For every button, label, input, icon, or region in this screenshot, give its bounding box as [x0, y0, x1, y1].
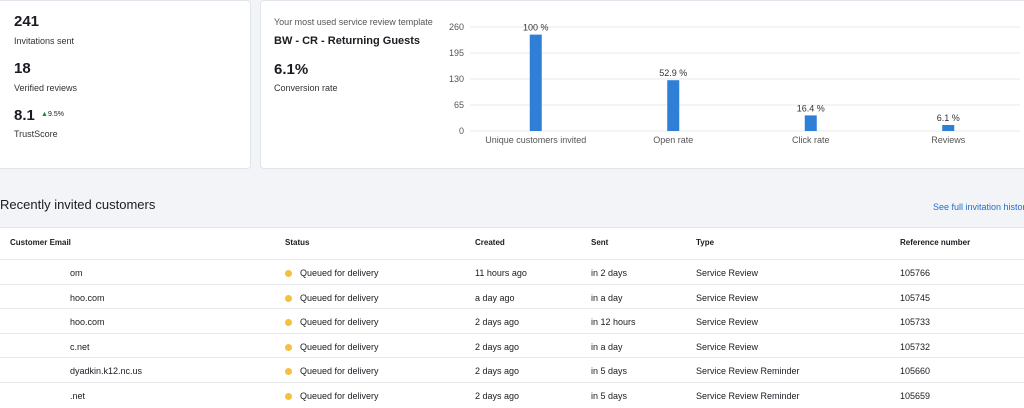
table-cell: Service Review Reminder [696, 391, 800, 401]
y-tick-label: 260 [449, 22, 464, 32]
table-cell: 2 days ago [475, 317, 519, 327]
history-link[interactable]: See full invitation history [933, 202, 1024, 212]
y-tick-label: 195 [449, 48, 464, 58]
status-dot [285, 393, 292, 400]
table-row: hoo.com Queued for delivery 2 days ago in 1… [0, 308, 1024, 333]
table-cell: Service Review [696, 317, 758, 327]
table-row: c.net Queued for delivery 2 days ago in a d… [0, 333, 1024, 358]
table-cell: c.net [70, 342, 90, 352]
table-cell: a day ago [475, 293, 515, 303]
bar-label: 6.1 % [937, 113, 960, 123]
y-tick-label: 65 [454, 100, 464, 110]
table-cell: 2 days ago [475, 366, 519, 376]
table-cell: in 5 days [591, 366, 627, 376]
table-cell: 105745 [900, 293, 930, 303]
table-cell: 105732 [900, 342, 930, 352]
table-cell: 11 hours ago [475, 268, 527, 278]
table-row: hoo.com Queued for delivery a day ago in a … [0, 284, 1024, 309]
status-cell: Queued for delivery [285, 268, 379, 278]
status-text: Queued for delivery [300, 342, 379, 352]
bar [805, 115, 817, 131]
status-text: Queued for delivery [300, 366, 379, 376]
table-cell: in a day [591, 293, 623, 303]
table-cell: Service Review [696, 342, 758, 352]
bar-label: 100 % [523, 23, 549, 33]
table-cell: 105660 [900, 366, 930, 376]
table-cell: 105766 [900, 268, 930, 278]
table-cell: hoo.com [70, 317, 105, 327]
bar [667, 80, 679, 131]
table-row: om Queued for delivery 11 hours ago in 2 da… [0, 259, 1024, 284]
column-header: Customer Email [10, 238, 71, 247]
table-cell: om [70, 268, 83, 278]
table-cell: Service Review [696, 293, 758, 303]
table-cell: in a day [591, 342, 623, 352]
y-tick-label: 0 [459, 126, 464, 136]
y-tick-label: 130 [449, 74, 464, 84]
table: Customer Email Status Created Sent Type Refer… [0, 227, 1024, 408]
table-row: dyadkin.k12.nc.us Queued for delivery 2 da… [0, 357, 1024, 382]
column-header: Type [696, 238, 714, 247]
status-text: Queued for delivery [300, 391, 379, 401]
status-cell: Queued for delivery [285, 391, 379, 401]
table-cell: in 5 days [591, 391, 627, 401]
status-text: Queued for delivery [300, 268, 379, 278]
x-tick-label: Open rate [653, 135, 693, 145]
table-cell: .net [70, 391, 85, 401]
table-cell: in 12 hours [591, 317, 636, 327]
table-cell: 2 days ago [475, 342, 519, 352]
table-cell: 105733 [900, 317, 930, 327]
bar [530, 35, 542, 131]
chart: 0 65 130 195 260 Unique customers invited 100 … [0, 0, 1024, 170]
column-header: Reference number [900, 238, 970, 247]
status-dot [285, 270, 292, 277]
status-text: Queued for delivery [300, 293, 379, 303]
column-header: Created [475, 238, 505, 247]
status-dot [285, 295, 292, 302]
bar-label: 16.4 % [797, 103, 825, 113]
x-tick-label: Unique customers invited [485, 135, 586, 145]
table-cell: 105659 [900, 391, 930, 401]
table-row: .net Queued for delivery 2 days ago in 5 da… [0, 382, 1024, 407]
table-cell: Service Review Reminder [696, 366, 800, 376]
table-cell: hoo.com [70, 293, 105, 303]
status-cell: Queued for delivery [285, 342, 379, 352]
status-cell: Queued for delivery [285, 317, 379, 327]
column-header: Status [285, 238, 309, 247]
table-cell: in 2 days [591, 268, 627, 278]
status-cell: Queued for delivery [285, 293, 379, 303]
column-header: Sent [591, 238, 608, 247]
table-cell: Service Review [696, 268, 758, 278]
section-title: Recently invited customers [0, 197, 155, 212]
x-tick-label: Reviews [931, 135, 966, 145]
status-dot [285, 368, 292, 375]
status-text: Queued for delivery [300, 317, 379, 327]
status-dot [285, 344, 292, 351]
status-dot [285, 319, 292, 326]
bar-label: 52.9 % [659, 68, 687, 78]
x-tick-label: Click rate [792, 135, 830, 145]
table-cell: dyadkin.k12.nc.us [70, 366, 142, 376]
table-cell: 2 days ago [475, 391, 519, 401]
status-cell: Queued for delivery [285, 366, 379, 376]
bar [942, 125, 954, 131]
